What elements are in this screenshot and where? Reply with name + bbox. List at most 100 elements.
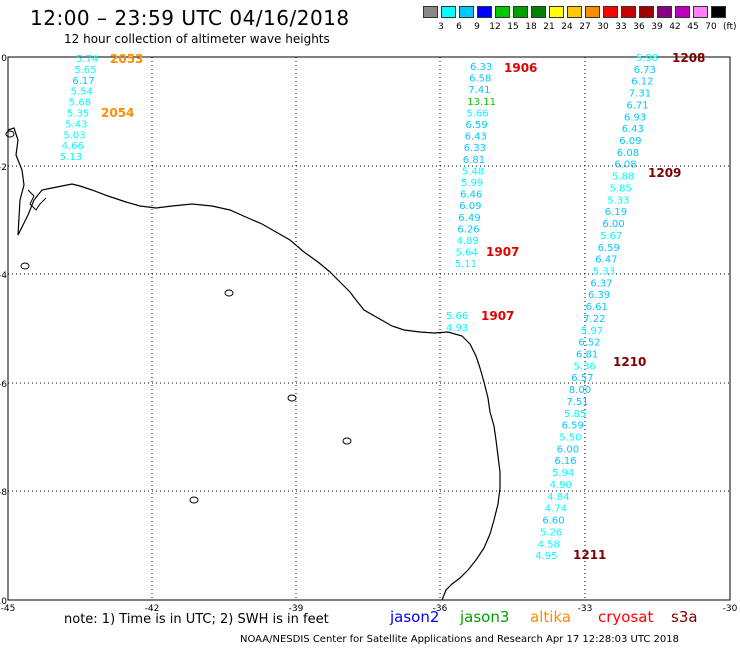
longitude-tick-label: -30 bbox=[723, 604, 738, 614]
wave-height-label: 5.97 bbox=[581, 326, 603, 337]
latitude-tick-label: -10 bbox=[0, 597, 7, 607]
wave-height-label: 7.51 bbox=[566, 397, 588, 408]
wave-height-label: 6.17 bbox=[72, 76, 94, 87]
legend-swatch bbox=[549, 6, 564, 18]
wave-height-label: 4.90 bbox=[550, 480, 572, 491]
legend-swatch bbox=[459, 6, 474, 18]
pass-time-label: 1211 bbox=[573, 548, 606, 562]
wave-height-label: 6.81 bbox=[576, 350, 598, 361]
legend-swatch bbox=[477, 6, 492, 18]
wave-height-label: 5.65 bbox=[74, 65, 96, 76]
wave-height-label: 5.33 bbox=[593, 267, 615, 278]
map-subtitle: 12 hour collection of altimeter wave hei… bbox=[64, 32, 330, 46]
wave-height-label: 5.26 bbox=[540, 527, 562, 538]
wave-height-label: 5.74 bbox=[76, 54, 98, 65]
wave-height-label: 6.00 bbox=[557, 444, 579, 455]
wave-height-label: 6.49 bbox=[458, 213, 480, 224]
wave-height-label: 6.47 bbox=[595, 255, 617, 266]
wave-height-label: 5.66 bbox=[446, 311, 468, 322]
legend-tick-label: 30 bbox=[597, 22, 609, 32]
legend-swatch bbox=[441, 6, 456, 18]
wave-height-label: 7.41 bbox=[468, 85, 490, 96]
wave-height-label: 6.59 bbox=[562, 421, 584, 432]
legend-tick-label: 36 bbox=[633, 22, 645, 32]
wave-height-label: 6.59 bbox=[466, 120, 488, 131]
wave-height-label: 6.57 bbox=[571, 373, 593, 384]
satellite-legend-jason3: jason3 bbox=[460, 608, 510, 626]
wave-height-label: 6.71 bbox=[626, 100, 648, 111]
wave-height-label: 6.37 bbox=[590, 278, 612, 289]
wave-height-label: 4.93 bbox=[446, 323, 468, 334]
legend-swatch bbox=[585, 6, 600, 18]
footer-credit: NOAA/NESDIS Center for Satellite Applica… bbox=[240, 634, 679, 645]
wave-height-label: 4.74 bbox=[545, 504, 567, 515]
legend-swatch bbox=[693, 6, 708, 18]
wave-height-label: 6.73 bbox=[634, 65, 656, 76]
wave-height-label: 6.60 bbox=[542, 516, 564, 527]
legend-tick-label: 9 bbox=[474, 22, 480, 32]
legend-swatch bbox=[513, 6, 528, 18]
wave-height-label: 6.52 bbox=[578, 338, 600, 349]
longitude-tick-label: -42 bbox=[145, 604, 160, 614]
latitude-tick-label: -2 bbox=[0, 163, 7, 173]
map-title: 12:00 – 23:59 UTC 04/16/2018 bbox=[30, 6, 350, 30]
wave-height-label: 5.67 bbox=[600, 231, 622, 242]
wave-height-label: 5.85 bbox=[564, 409, 586, 420]
legend-tick-label: 18 bbox=[525, 22, 537, 32]
pass-time-label: 2053 bbox=[110, 52, 143, 66]
longitude-tick-label: -36 bbox=[433, 604, 448, 614]
legend-swatch bbox=[639, 6, 654, 18]
legend-tick-label: 42 bbox=[669, 22, 681, 32]
wave-height-label: 6.12 bbox=[631, 77, 653, 88]
wave-height-label: 4.89 bbox=[457, 236, 479, 247]
wave-height-label: 6.09 bbox=[619, 136, 641, 147]
wave-height-label: 6.43 bbox=[465, 132, 487, 143]
legend-tick-label: 12 bbox=[489, 22, 501, 32]
wave-height-label: 5.68 bbox=[69, 98, 91, 109]
wave-height-label: 5.66 bbox=[466, 108, 488, 119]
wave-height-label: 6.81 bbox=[463, 155, 485, 166]
latitude-tick-label: -6 bbox=[0, 380, 7, 390]
coastline-estuary bbox=[27, 189, 47, 211]
wave-height-label: 5.50 bbox=[559, 433, 581, 444]
pass-time-label: 1210 bbox=[613, 355, 646, 369]
legend-swatch bbox=[531, 6, 546, 18]
wave-height-label: 5.48 bbox=[462, 166, 484, 177]
pass-time-label: 1208 bbox=[672, 51, 705, 65]
legend-swatch bbox=[711, 6, 726, 18]
map-frame bbox=[7, 56, 731, 601]
wave-height-label: 6.33 bbox=[464, 143, 486, 154]
wave-height-label: 4.58 bbox=[538, 539, 560, 550]
pass-time-label: 1209 bbox=[648, 166, 681, 180]
wave-height-label: 5.33 bbox=[607, 195, 629, 206]
wave-height-label: 6.00 bbox=[602, 219, 624, 230]
wave-height-label: 6.59 bbox=[598, 243, 620, 254]
coastline bbox=[7, 127, 501, 601]
island-outline bbox=[5, 130, 15, 138]
island-outline bbox=[342, 437, 352, 445]
wave-height-label: 5.88 bbox=[612, 172, 634, 183]
legend-tick-label: 45 bbox=[687, 22, 699, 32]
satellite-legend-cryosat: cryosat bbox=[598, 608, 654, 626]
island-outline bbox=[20, 262, 30, 270]
wave-height-label: 6.43 bbox=[622, 124, 644, 135]
wave-height-label: 5.11 bbox=[455, 259, 477, 270]
satellite-legend-s3a: s3a bbox=[671, 608, 698, 626]
wave-height-label: 5.43 bbox=[65, 119, 87, 130]
wave-height-label: 6.93 bbox=[624, 112, 646, 123]
pass-time-label: 1907 bbox=[486, 245, 519, 259]
longitude-tick-label: -33 bbox=[578, 604, 593, 614]
legend-swatch bbox=[675, 6, 690, 18]
legend-tick-label: 33 bbox=[615, 22, 627, 32]
legend-tick-label: 21 bbox=[543, 22, 555, 32]
wave-height-label: 6.39 bbox=[588, 290, 610, 301]
wave-height-label: 5.36 bbox=[574, 361, 596, 372]
satellite-legend-altika: altika bbox=[530, 608, 572, 626]
pass-time-label: 1907 bbox=[481, 309, 514, 323]
island-outline bbox=[224, 289, 234, 297]
wave-height-label: 7.22 bbox=[583, 314, 605, 325]
pass-time-label: 1906 bbox=[504, 61, 537, 75]
wave-height-label: 4.95 bbox=[535, 551, 557, 562]
wave-height-label: 5.85 bbox=[610, 184, 632, 195]
